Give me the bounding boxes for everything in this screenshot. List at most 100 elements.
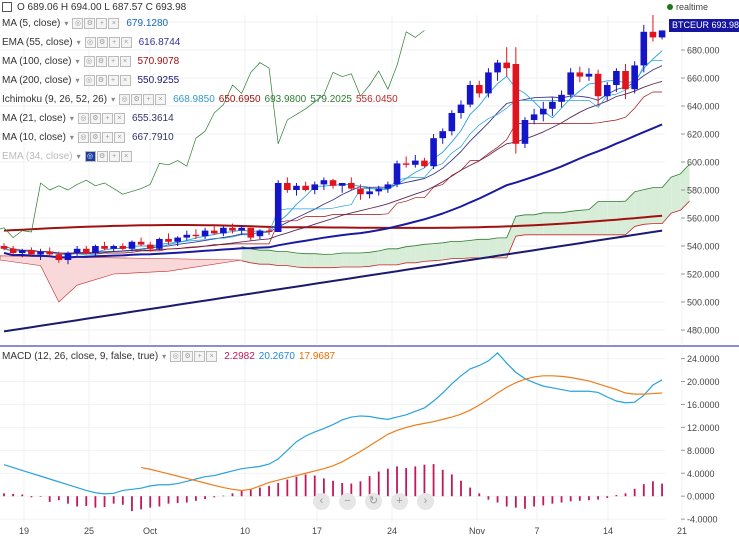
legend-indicator-name[interactable]: MA (100, close)	[2, 56, 72, 67]
eye-icon[interactable]: ◎	[77, 132, 89, 143]
scroll-left-button[interactable]: ‹	[313, 493, 330, 510]
legend-row: MA (21, close) ▾ ◎ ⚙ + × 655.3614	[0, 109, 398, 128]
candle-down	[512, 64, 520, 144]
chevron-down-icon[interactable]: ▾	[75, 76, 80, 85]
zoom-out-button[interactable]: −	[339, 493, 356, 510]
cloud-segment	[305, 253, 315, 268]
macd-histogram-bar	[231, 493, 234, 497]
close-icon[interactable]: ×	[108, 18, 120, 29]
ohlc-toggle-icon[interactable]	[2, 2, 12, 12]
eye-icon[interactable]: ◎	[170, 350, 182, 362]
legend-indicator-name[interactable]: MA (10, close)	[2, 132, 66, 143]
candle-down	[265, 230, 273, 232]
candle-down	[229, 227, 236, 231]
legend-indicator-name[interactable]: MA (21, close)	[2, 113, 66, 124]
candle-up	[293, 185, 300, 190]
macd-histogram-bar	[496, 496, 499, 503]
add-icon[interactable]: +	[108, 37, 120, 48]
gear-icon[interactable]: ⚙	[89, 132, 101, 143]
candle-down	[649, 31, 657, 38]
eye-icon[interactable]: ◎	[119, 94, 131, 105]
gear-icon[interactable]: ⚙	[131, 94, 143, 105]
chevron-down-icon[interactable]: ▾	[76, 38, 81, 47]
close-icon[interactable]: ×	[119, 75, 131, 86]
chevron-down-icon[interactable]: ▾	[162, 351, 167, 361]
macd-histogram-bar	[569, 496, 572, 502]
legend-indicator-name[interactable]: MA (5, close)	[2, 18, 61, 29]
chevron-down-icon[interactable]: ▾	[64, 19, 69, 28]
macd-tick-label: 24.0000	[687, 354, 720, 364]
gear-icon[interactable]: ⚙	[96, 151, 108, 162]
chevron-down-icon[interactable]: ▾	[75, 57, 80, 66]
candle-up	[37, 251, 44, 255]
macd-histogram-bar	[487, 496, 490, 500]
legend-value: 655.3614	[131, 113, 174, 124]
eye-icon[interactable]: ◎	[72, 18, 84, 29]
add-icon[interactable]: +	[143, 94, 155, 105]
legend-tools: ◎ ⚙ + ×	[83, 75, 131, 86]
gear-icon[interactable]: ⚙	[95, 75, 107, 86]
gear-icon[interactable]: ⚙	[95, 56, 107, 67]
add-icon[interactable]: +	[107, 75, 119, 86]
legend-value: 616.8744	[138, 37, 181, 48]
legend-value: 550.9255	[137, 75, 180, 86]
cloud-segment	[479, 239, 489, 258]
macd-legend: MACD (12, 26, close, 9, false, true) ▾ ◎ ⚙ +…	[0, 347, 335, 365]
close-icon[interactable]: ×	[120, 37, 132, 48]
close-icon[interactable]: ×	[155, 94, 167, 105]
gear-icon[interactable]: ⚙	[89, 113, 101, 124]
macd-histogram-bar	[185, 496, 188, 503]
macd-tick-label: 20.0000	[687, 377, 720, 387]
macd-histogram-bar	[94, 496, 97, 508]
reset-button[interactable]: ↻	[365, 493, 382, 510]
eye-icon[interactable]: ◎	[84, 37, 96, 48]
add-icon[interactable]: +	[101, 132, 113, 143]
gear-icon[interactable]: ⚙	[96, 37, 108, 48]
chevron-down-icon[interactable]: ▾	[69, 133, 74, 142]
gear-icon[interactable]: ⚙	[182, 350, 194, 362]
scroll-right-button[interactable]: ›	[417, 493, 434, 510]
close-icon[interactable]: ×	[119, 56, 131, 67]
macd-histogram-bar	[633, 488, 636, 497]
eye-icon[interactable]: ◎	[83, 56, 95, 67]
macd-histogram-bar	[76, 496, 79, 507]
legend-indicator-name[interactable]: EMA (34, close)	[2, 151, 73, 162]
candle-up	[613, 71, 620, 85]
macd-histogram-bar	[21, 494, 24, 497]
price-tick-label: 580.000	[687, 186, 720, 196]
gear-icon[interactable]: ⚙	[84, 18, 96, 29]
candle-up	[320, 180, 328, 185]
x-tick-label: 10	[240, 526, 250, 536]
x-tick-label: 19	[19, 526, 29, 536]
eye-icon[interactable]: ◎	[83, 75, 95, 86]
close-icon[interactable]: ×	[120, 151, 132, 162]
macd-histogram-bar	[405, 468, 408, 497]
zoom-in-button[interactable]: +	[391, 493, 408, 510]
add-icon[interactable]: +	[108, 151, 120, 162]
eye-icon[interactable]: ◎	[77, 113, 89, 124]
chevron-down-icon[interactable]: ▾	[76, 152, 81, 161]
legend-indicator-name[interactable]: EMA (55, close)	[2, 37, 73, 48]
close-icon[interactable]: ×	[113, 113, 125, 124]
legend-indicator-name[interactable]: Ichimoku (9, 26, 52, 26)	[2, 94, 108, 105]
add-icon[interactable]: +	[107, 56, 119, 67]
close-icon[interactable]: ×	[113, 132, 125, 143]
add-icon[interactable]: +	[194, 350, 206, 362]
macd-legend-name[interactable]: MACD (12, 26, close, 9, false, true)	[2, 350, 159, 362]
close-icon[interactable]: ×	[206, 350, 218, 362]
candle-up	[640, 31, 648, 66]
macd-histogram-bar	[167, 496, 170, 504]
cloud-segment	[671, 173, 681, 214]
chevron-down-icon[interactable]: ▾	[69, 114, 74, 123]
eye-icon[interactable]: ◎	[84, 151, 96, 162]
chevron-down-icon[interactable]: ▾	[111, 95, 116, 104]
legend-indicator-name[interactable]: MA (200, close)	[2, 75, 72, 86]
add-icon[interactable]: +	[96, 18, 108, 29]
macd-histogram-bar	[460, 480, 462, 497]
legend-tools: ◎ ⚙ + ×	[77, 113, 125, 124]
add-icon[interactable]: +	[101, 113, 113, 124]
candle-up	[393, 163, 401, 185]
cloud-segment	[241, 246, 251, 263]
